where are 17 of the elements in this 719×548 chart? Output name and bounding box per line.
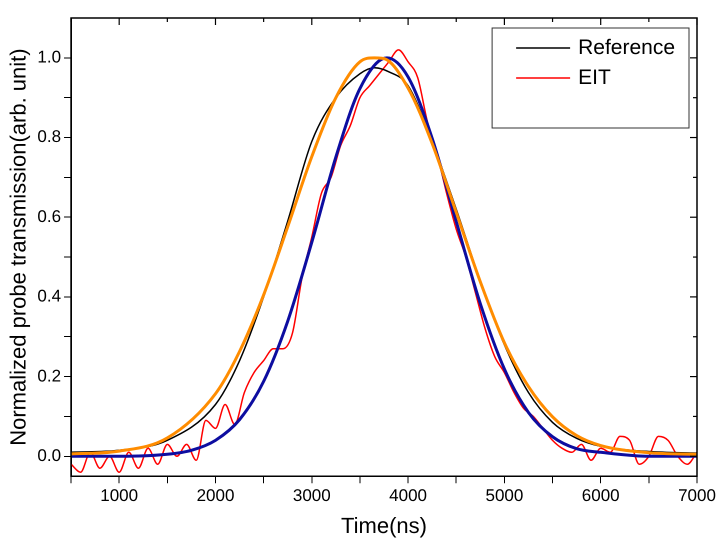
y-axis-title: Normalized probe transmission(arb. unit) (5, 48, 30, 446)
y-tick-label: 0.2 (37, 366, 62, 386)
x-tick-label: 4000 (389, 486, 428, 506)
legend-label: Reference (578, 36, 675, 59)
x-tick-label: 5000 (485, 486, 524, 506)
y-tick-label: 0.0 (37, 446, 62, 465)
x-tick-label: 6000 (582, 486, 620, 506)
legend-label: EIT (578, 66, 611, 89)
x-tick-label: 1000 (100, 486, 138, 506)
y-tick-label: 0.8 (37, 127, 62, 146)
x-tick-label: 7000 (678, 486, 716, 506)
x-axis-title: Time(ns) (341, 512, 427, 538)
y-tick-label: 1.0 (37, 48, 62, 67)
y-tick-label: 0.4 (37, 286, 62, 306)
x-tick-label: 3000 (292, 486, 331, 506)
x-tick-label: 2000 (196, 486, 234, 506)
y-tick-label: 0.6 (37, 206, 62, 226)
